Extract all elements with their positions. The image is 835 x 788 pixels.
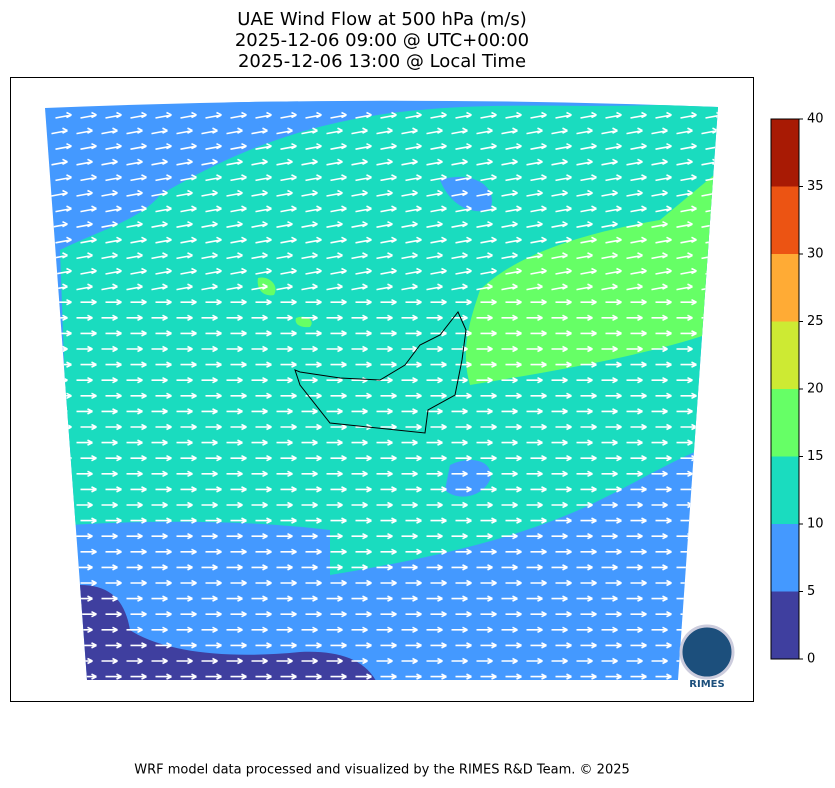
- colorbar-tick-label: 10: [807, 517, 824, 532]
- colorbar-segment: [771, 321, 799, 389]
- colorbar-segment: [771, 591, 799, 659]
- arrow-grid: [51, 111, 718, 680]
- colorbar-segment: [771, 524, 799, 592]
- map-frame: [10, 77, 754, 702]
- title-line: UAE Wind Flow at 500 hPa (m/s): [237, 9, 526, 30]
- band-15-20: [257, 277, 312, 328]
- colorbar-tick-label: 25: [807, 314, 824, 329]
- title-line: 2025-12-06 09:00 @ UTC+00:00: [235, 30, 529, 51]
- colorbar-segment: [771, 186, 799, 254]
- logo: RIMES: [679, 624, 735, 690]
- logo-emblem: [679, 624, 735, 680]
- band-15-20: [465, 170, 718, 385]
- colorbar-tick-label: 5: [807, 584, 815, 599]
- colorbar-segment: [771, 389, 799, 457]
- footer: WRF model data processed and visualized …: [134, 763, 630, 778]
- colorbar-tick-label: 15: [807, 449, 824, 464]
- colorbar-segment: [771, 254, 799, 322]
- uae-border: [294, 311, 467, 434]
- wind-arrows: [51, 111, 718, 680]
- logo-text: RIMES: [689, 679, 724, 690]
- band-0-5: [80, 585, 380, 681]
- colorbar: 0 5 10 15 20 25 30 35 40: [770, 112, 824, 667]
- colorbar-tick-label: 0: [807, 652, 815, 667]
- colorbar-tick-label: 40: [807, 112, 824, 127]
- colorbar-segment: [771, 119, 799, 187]
- colorbar-segment: [771, 456, 799, 524]
- band-10-15: [60, 100, 718, 575]
- wind-field: [45, 100, 718, 681]
- colorbar-tick-label: 35: [807, 179, 824, 194]
- colorbar-tick-label: 30: [807, 247, 824, 262]
- colorbar-tick-label: 20: [807, 382, 824, 397]
- title-line: 2025-12-06 13:00 @ Local Time: [238, 51, 526, 72]
